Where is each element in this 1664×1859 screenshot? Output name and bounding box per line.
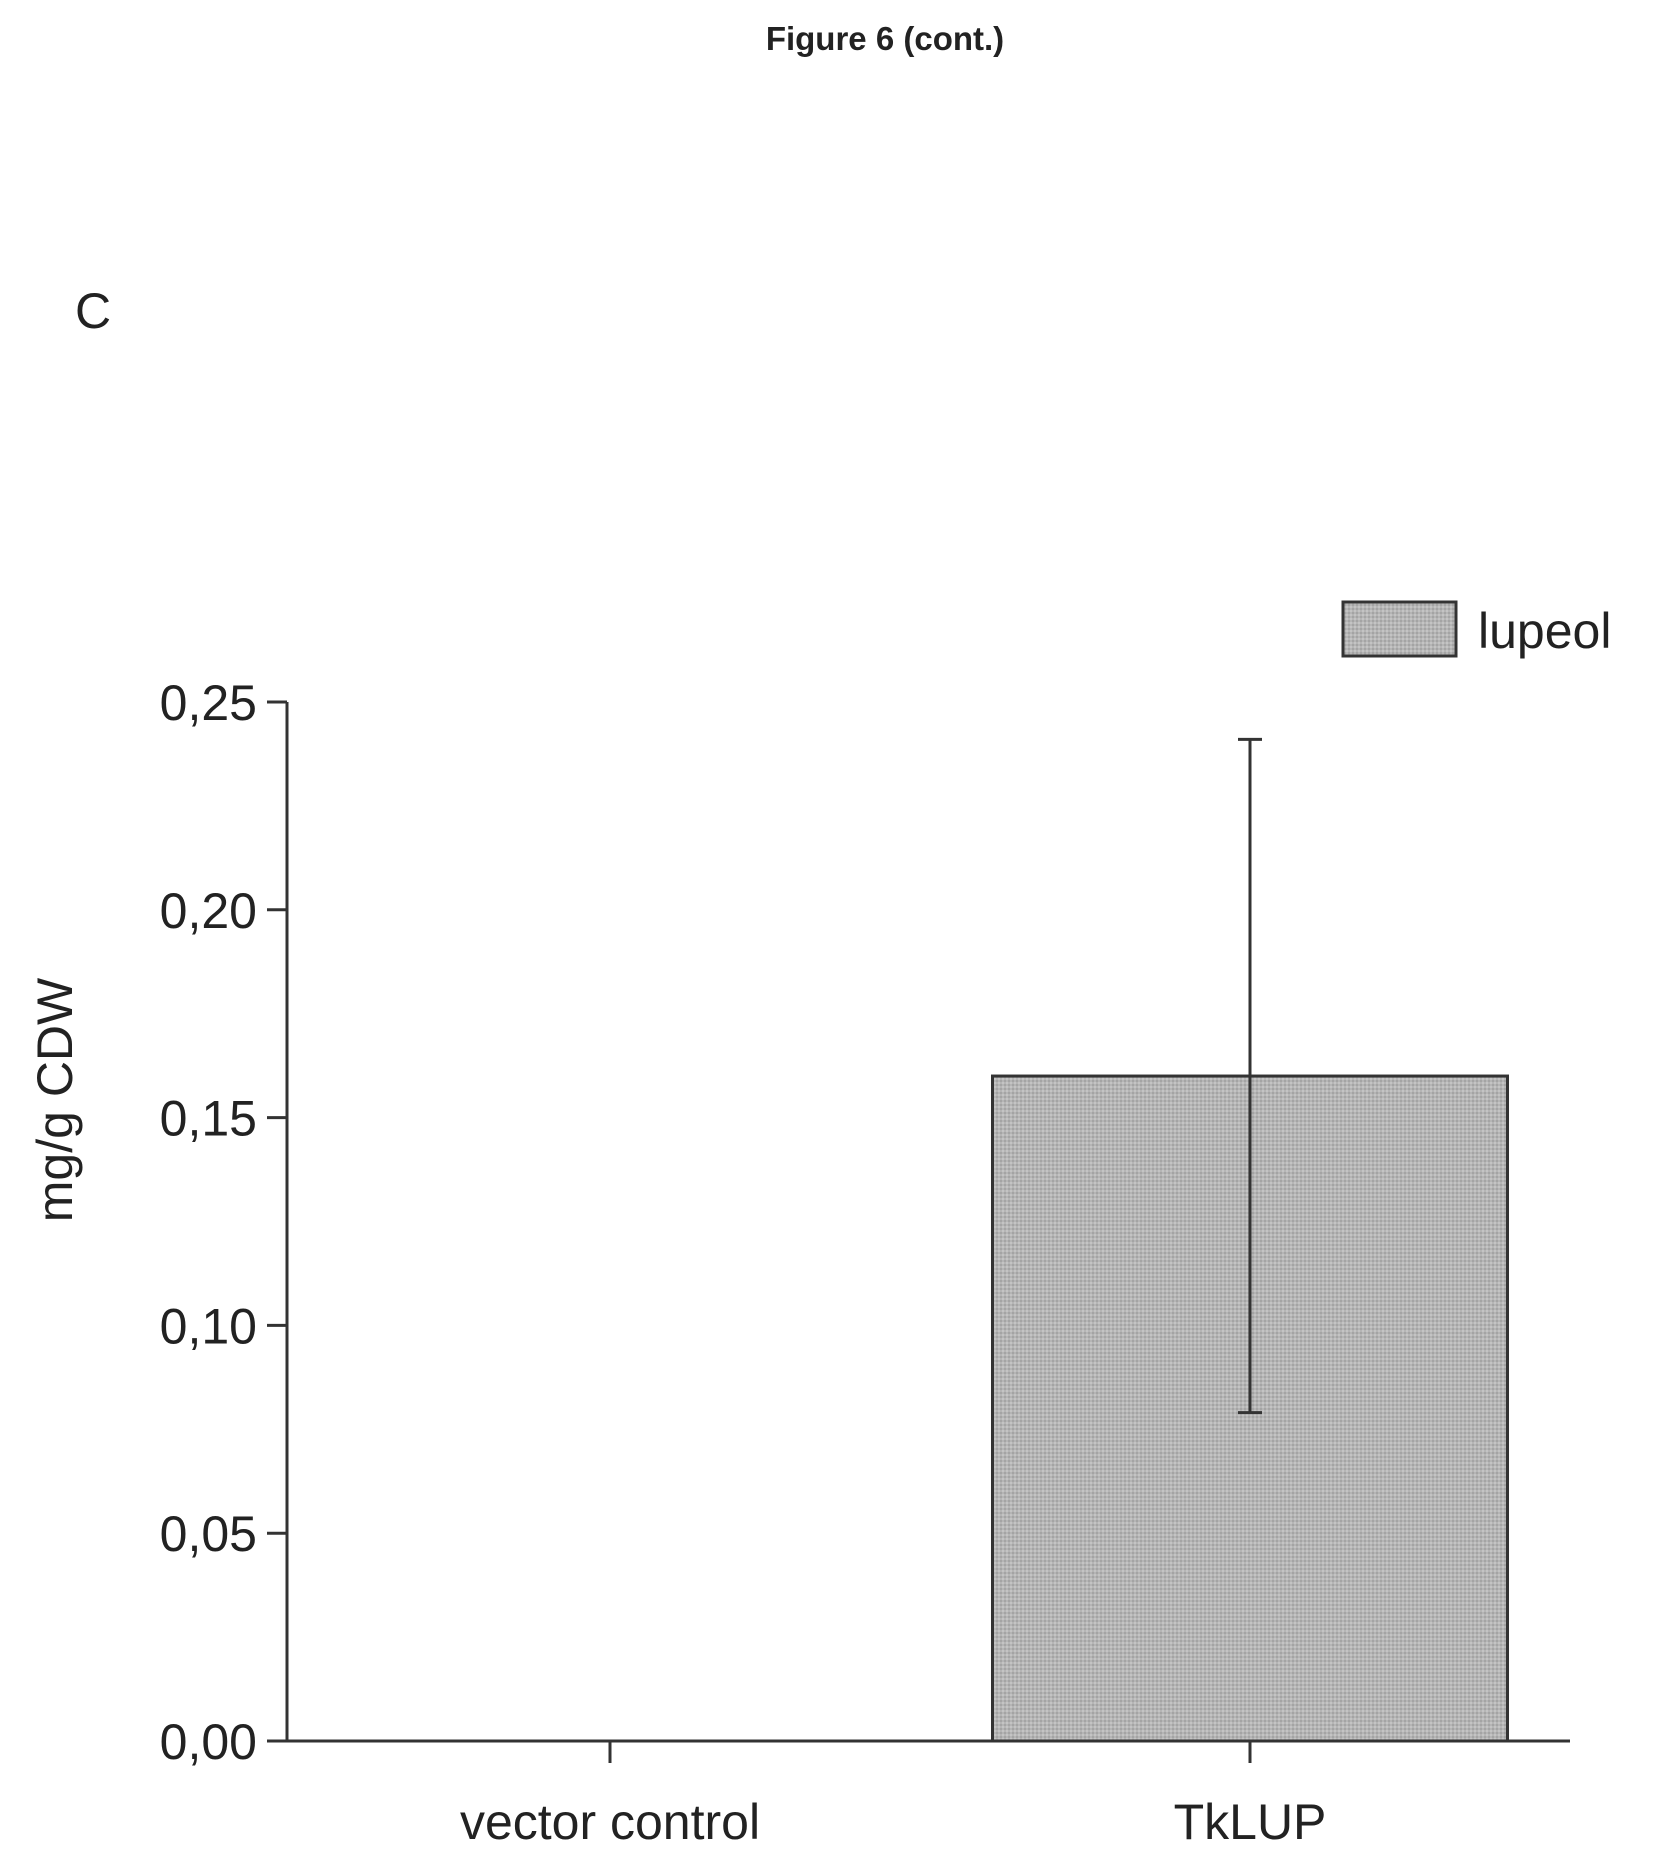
y-axis-title: mg/g CDW	[27, 977, 83, 1222]
y-tick-label: 0,15	[160, 1091, 257, 1147]
y-tick-label: 0,00	[160, 1714, 257, 1770]
y-tick-label: 0,20	[160, 883, 257, 939]
y-tick-label: 0,25	[160, 675, 257, 731]
error-bar	[1238, 737, 1262, 1415]
figure-heading: Figure 6 (cont.)	[766, 20, 1004, 57]
legend: lupeol	[1341, 600, 1611, 659]
error-bars	[1238, 737, 1262, 1415]
y-tick-label: 0,10	[160, 1298, 257, 1354]
x-category-label: TkLUP	[1174, 1794, 1327, 1850]
x-category-label: vector control	[460, 1794, 760, 1850]
y-tick-label: 0,05	[160, 1506, 257, 1562]
legend-swatch	[1341, 600, 1458, 658]
legend-label: lupeol	[1478, 603, 1611, 659]
y-axis-ticks: 0,00 0,05 0,10 0,15 0,20 0,25	[160, 675, 287, 1770]
panel-letter: C	[75, 283, 111, 339]
x-axis-ticks: vector control TkLUP	[460, 1741, 1326, 1850]
